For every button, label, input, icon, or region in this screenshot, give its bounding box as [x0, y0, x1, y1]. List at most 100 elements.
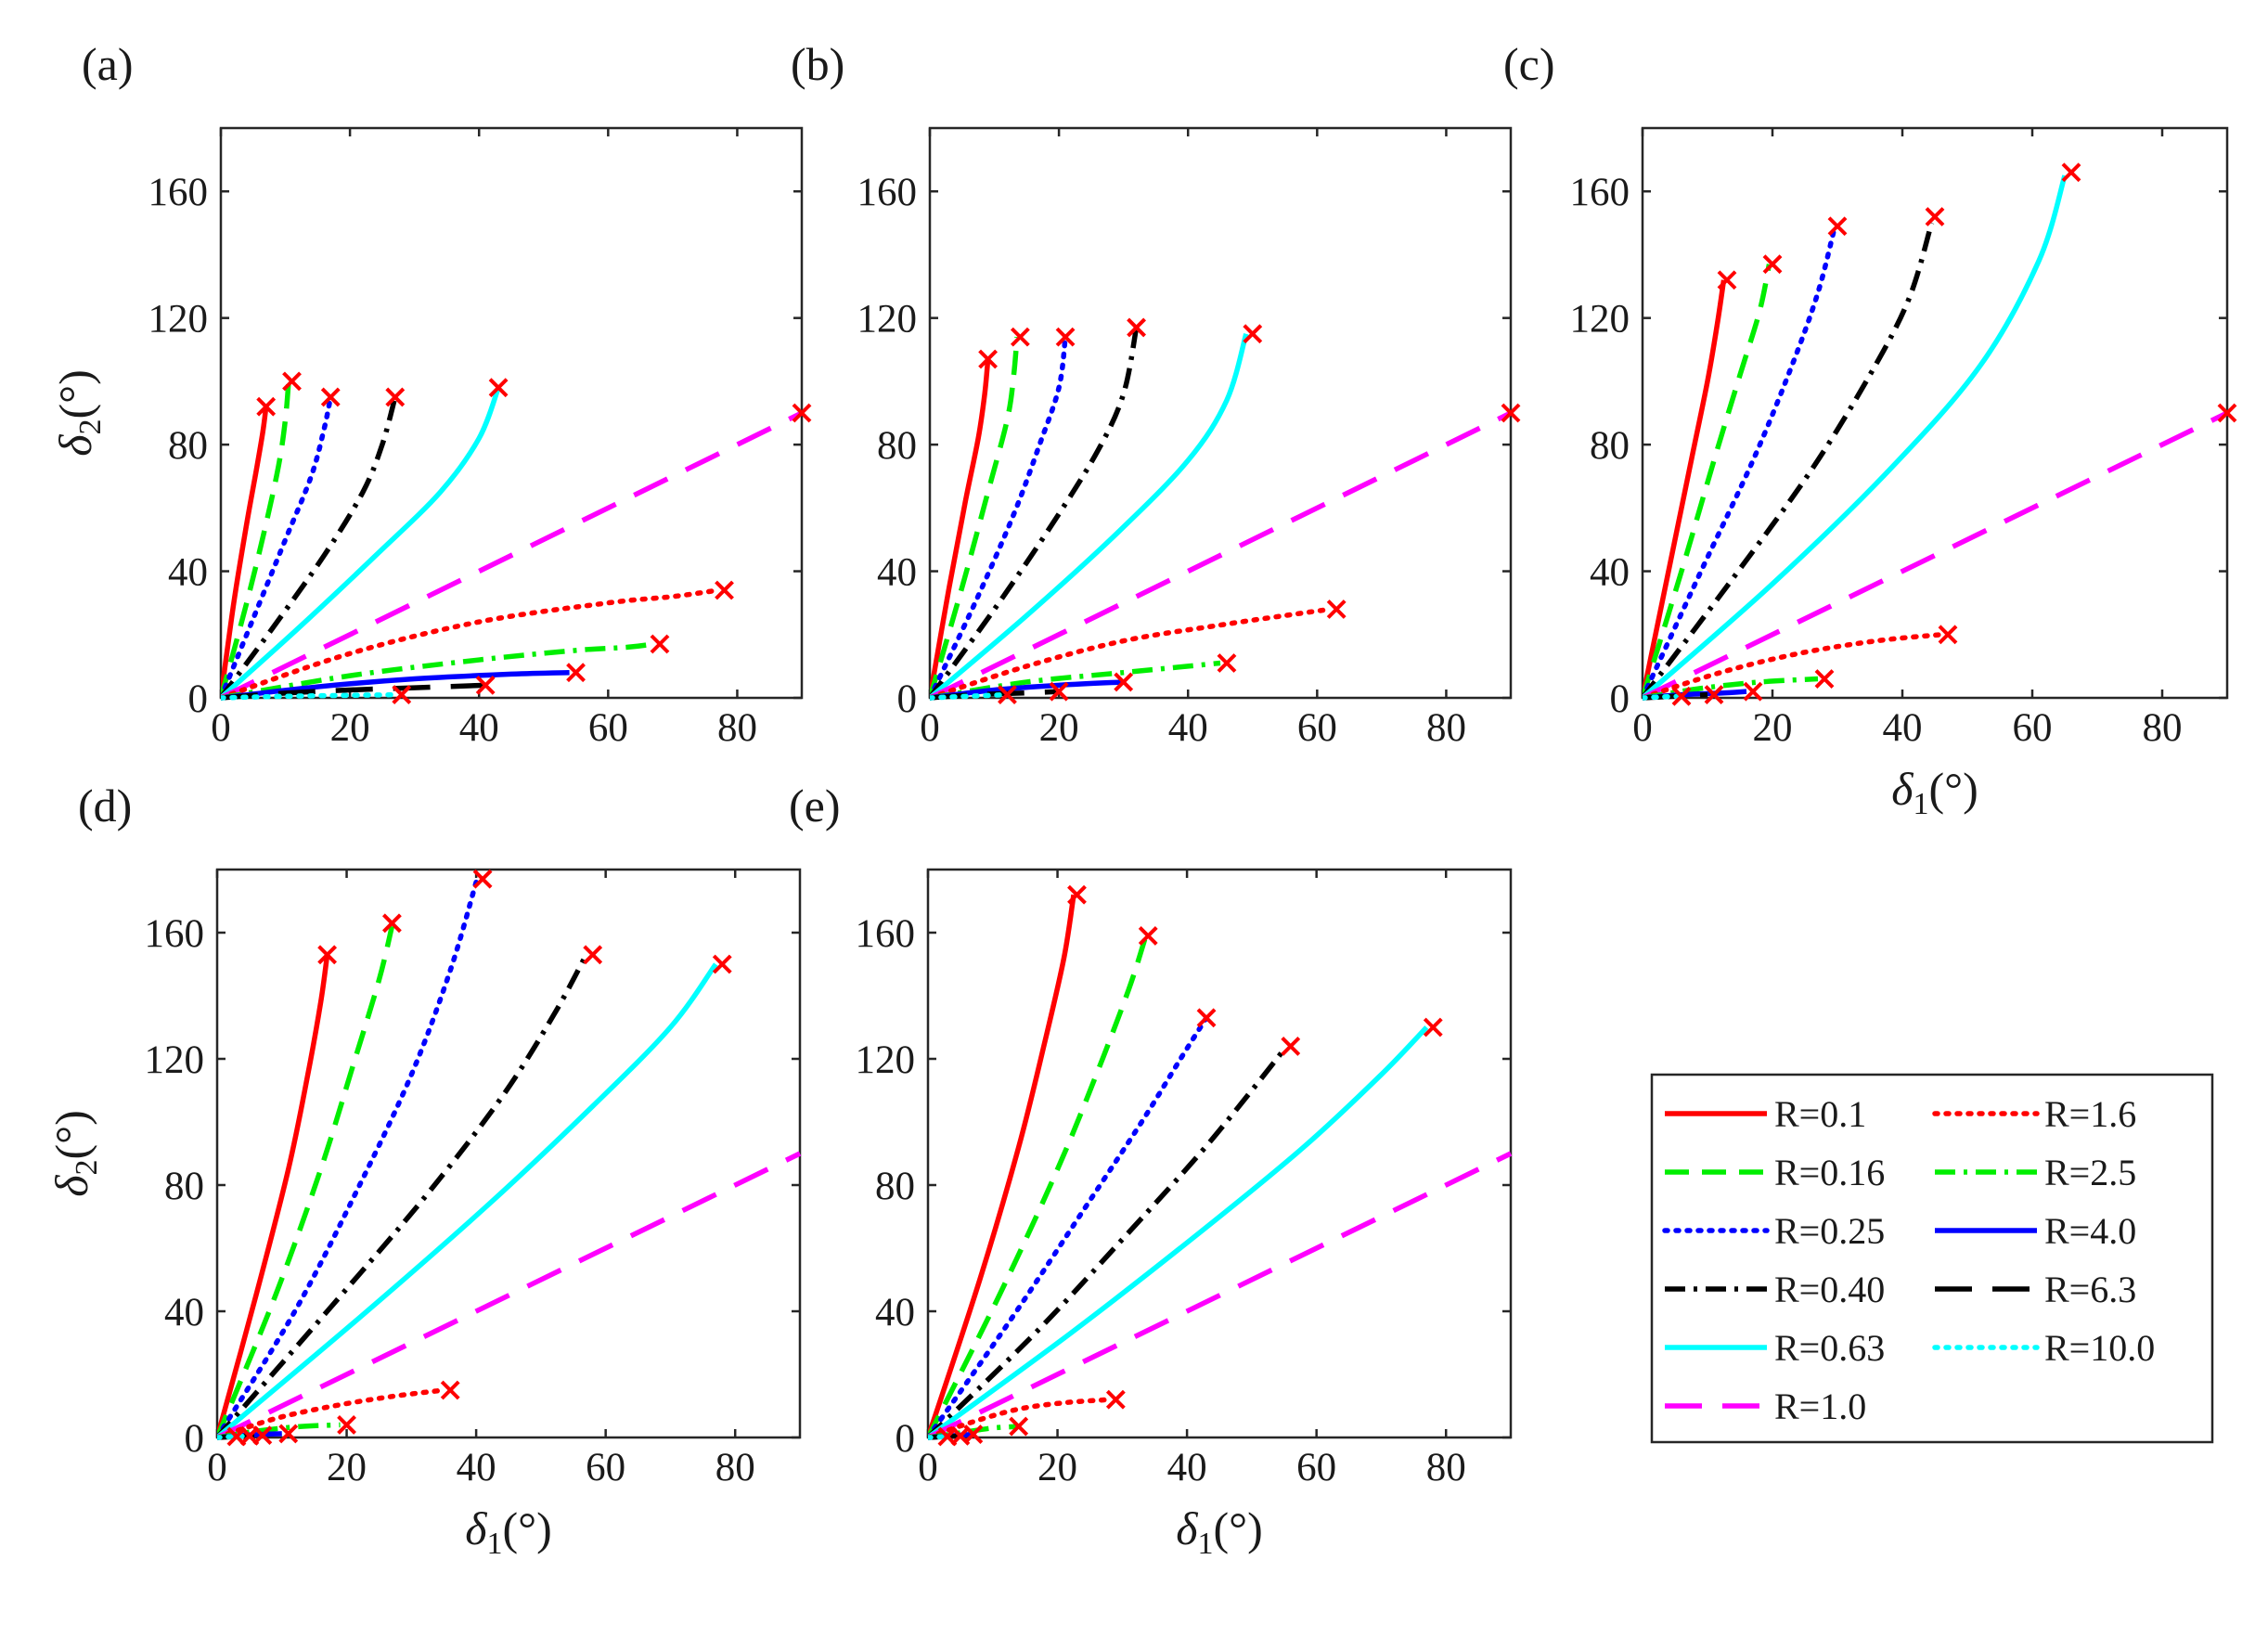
- endpoint-marker: [381, 913, 402, 934]
- panel-label: (e): [789, 780, 841, 831]
- legend-label: R=1.0: [1774, 1386, 1866, 1427]
- y-tick-label: 80: [168, 424, 208, 468]
- x-tick-label: 20: [327, 1446, 367, 1489]
- y-tick-label: 40: [877, 551, 917, 595]
- series-line-r-0-1: [928, 894, 1076, 1438]
- series-line-r-0-25: [1643, 226, 1837, 701]
- endpoint-markers: [978, 317, 1521, 705]
- x-tick-label: 0: [207, 1446, 227, 1489]
- endpoint-marker: [566, 663, 586, 683]
- endpoint-marker: [650, 634, 670, 654]
- series-line-r-1-6: [928, 1397, 1113, 1440]
- panel-e: 0 20 40 60 80 0 40 80 120 160 (e) δ1(°): [789, 780, 1513, 1561]
- endpoint-marker: [1281, 1036, 1301, 1056]
- y-tick-label: 0: [897, 677, 918, 721]
- series-line-r-1-0: [930, 410, 1513, 701]
- x-tick-label: 60: [588, 706, 628, 750]
- x-tick-label: 80: [2143, 706, 2183, 750]
- series-line-r-10-0: [1643, 693, 1684, 701]
- endpoint-markers: [256, 371, 812, 705]
- endpoint-marker: [583, 945, 603, 965]
- endpoint-marker: [1501, 403, 1521, 423]
- series-line-r-0-1: [1643, 279, 1727, 699]
- legend-label: R=0.25: [1774, 1210, 1885, 1252]
- y-tick-label: 160: [857, 171, 918, 214]
- endpoint-marker: [1217, 653, 1237, 673]
- endpoint-marker: [712, 954, 732, 974]
- endpoint-marker: [1138, 925, 1158, 946]
- endpoint-marker: [1105, 1389, 1126, 1410]
- series-line-r-0-25: [930, 334, 1068, 701]
- panel-c: 0 20 40 60 80 0 40 80 120 160 (c) δ1(°): [1503, 38, 2237, 821]
- panel-label: (b): [791, 38, 844, 90]
- series-line-r-1-0: [928, 1151, 1513, 1440]
- endpoint-marker: [256, 396, 277, 417]
- endpoint-marker: [715, 580, 734, 600]
- panels: 0 20 40 60 80 0 40 80 120 160 (a) δ2(°) 0 20 40 60 80 0 40…: [45, 38, 2237, 1561]
- endpoint-marker: [226, 1426, 247, 1447]
- series-line-r-1-6: [930, 606, 1333, 701]
- y-tick-label: 120: [148, 298, 209, 342]
- endpoint-marker: [1671, 686, 1692, 706]
- endpoint-marker: [488, 378, 509, 398]
- legend-entry-r-2-5: R=2.5: [1935, 1152, 2136, 1193]
- legend-entry-r-0-40: R=0.40: [1665, 1269, 1885, 1310]
- endpoint-marker: [282, 371, 302, 392]
- x-tick-label: 80: [717, 706, 757, 750]
- series-line-r-1-6: [1643, 632, 1944, 701]
- endpoint-marker: [317, 945, 338, 965]
- y-tick-label: 160: [148, 171, 209, 214]
- series-line-r-0-16: [217, 925, 395, 1439]
- series-line-r-4-0: [221, 669, 570, 701]
- x-axis-label: δ1(°): [1891, 763, 1978, 821]
- y-tick-label: 120: [856, 1038, 916, 1082]
- series-line-r-0-25: [217, 879, 479, 1440]
- series-line-r-0-40: [221, 396, 398, 700]
- series-line-r-1-0: [1643, 410, 2229, 701]
- series-line-r-0-63: [221, 386, 501, 701]
- endpoint-marker: [1717, 270, 1737, 290]
- y-axis-label: δ2(°): [49, 369, 108, 457]
- endpoint-marker: [1827, 216, 1848, 237]
- series-line-r-0-63: [217, 962, 718, 1440]
- endpoint-marker: [978, 349, 999, 369]
- y-tick-label: 160: [1570, 171, 1630, 214]
- y-tick-label: 80: [164, 1165, 204, 1208]
- legend-label: R=10.0: [2044, 1327, 2155, 1369]
- endpoint-marker: [998, 685, 1017, 705]
- series-line-r-2-5: [1643, 676, 1819, 701]
- y-tick-label: 0: [1610, 677, 1630, 721]
- series-line-r-0-63: [930, 332, 1249, 701]
- y-tick-label: 120: [1570, 298, 1630, 342]
- x-tick-label: 80: [715, 1446, 755, 1489]
- x-tick-label: 80: [1426, 706, 1466, 750]
- endpoint-marker: [1743, 681, 1763, 702]
- series-line-r-0-25: [221, 394, 333, 701]
- endpoint-marker: [1049, 681, 1069, 702]
- series-group: [221, 380, 804, 701]
- legend-label: R=0.1: [1774, 1093, 1866, 1135]
- legend-entry-r-0-1: R=0.1: [1665, 1093, 1866, 1135]
- series-group: [930, 327, 1513, 701]
- endpoint-marker: [1925, 207, 1945, 226]
- x-tick-label: 20: [1037, 1446, 1077, 1489]
- series-line-r-2-5: [930, 660, 1221, 701]
- series-line-r-10-0: [221, 691, 398, 701]
- x-tick-label: 40: [459, 706, 499, 750]
- series-group: [217, 879, 802, 1440]
- series-line-r-0-40: [1643, 222, 1935, 700]
- endpoint-markers: [937, 884, 1443, 1447]
- x-tick-label: 0: [211, 706, 231, 750]
- series-line-r-0-16: [221, 380, 291, 699]
- y-tick-label: 80: [1590, 424, 1630, 468]
- x-tick-label: 20: [330, 706, 370, 750]
- endpoint-marker: [337, 1414, 356, 1435]
- endpoint-marker: [792, 403, 812, 423]
- endpoint-marker: [1009, 1416, 1029, 1437]
- legend-entry-r-0-25: R=0.25: [1662, 1210, 1885, 1252]
- endpoint-marker: [1196, 1008, 1217, 1028]
- legend-entry-r-1-6: R=1.6: [1932, 1093, 2136, 1135]
- y-tick-label: 40: [875, 1291, 915, 1334]
- series-line-r-2-5: [221, 641, 654, 701]
